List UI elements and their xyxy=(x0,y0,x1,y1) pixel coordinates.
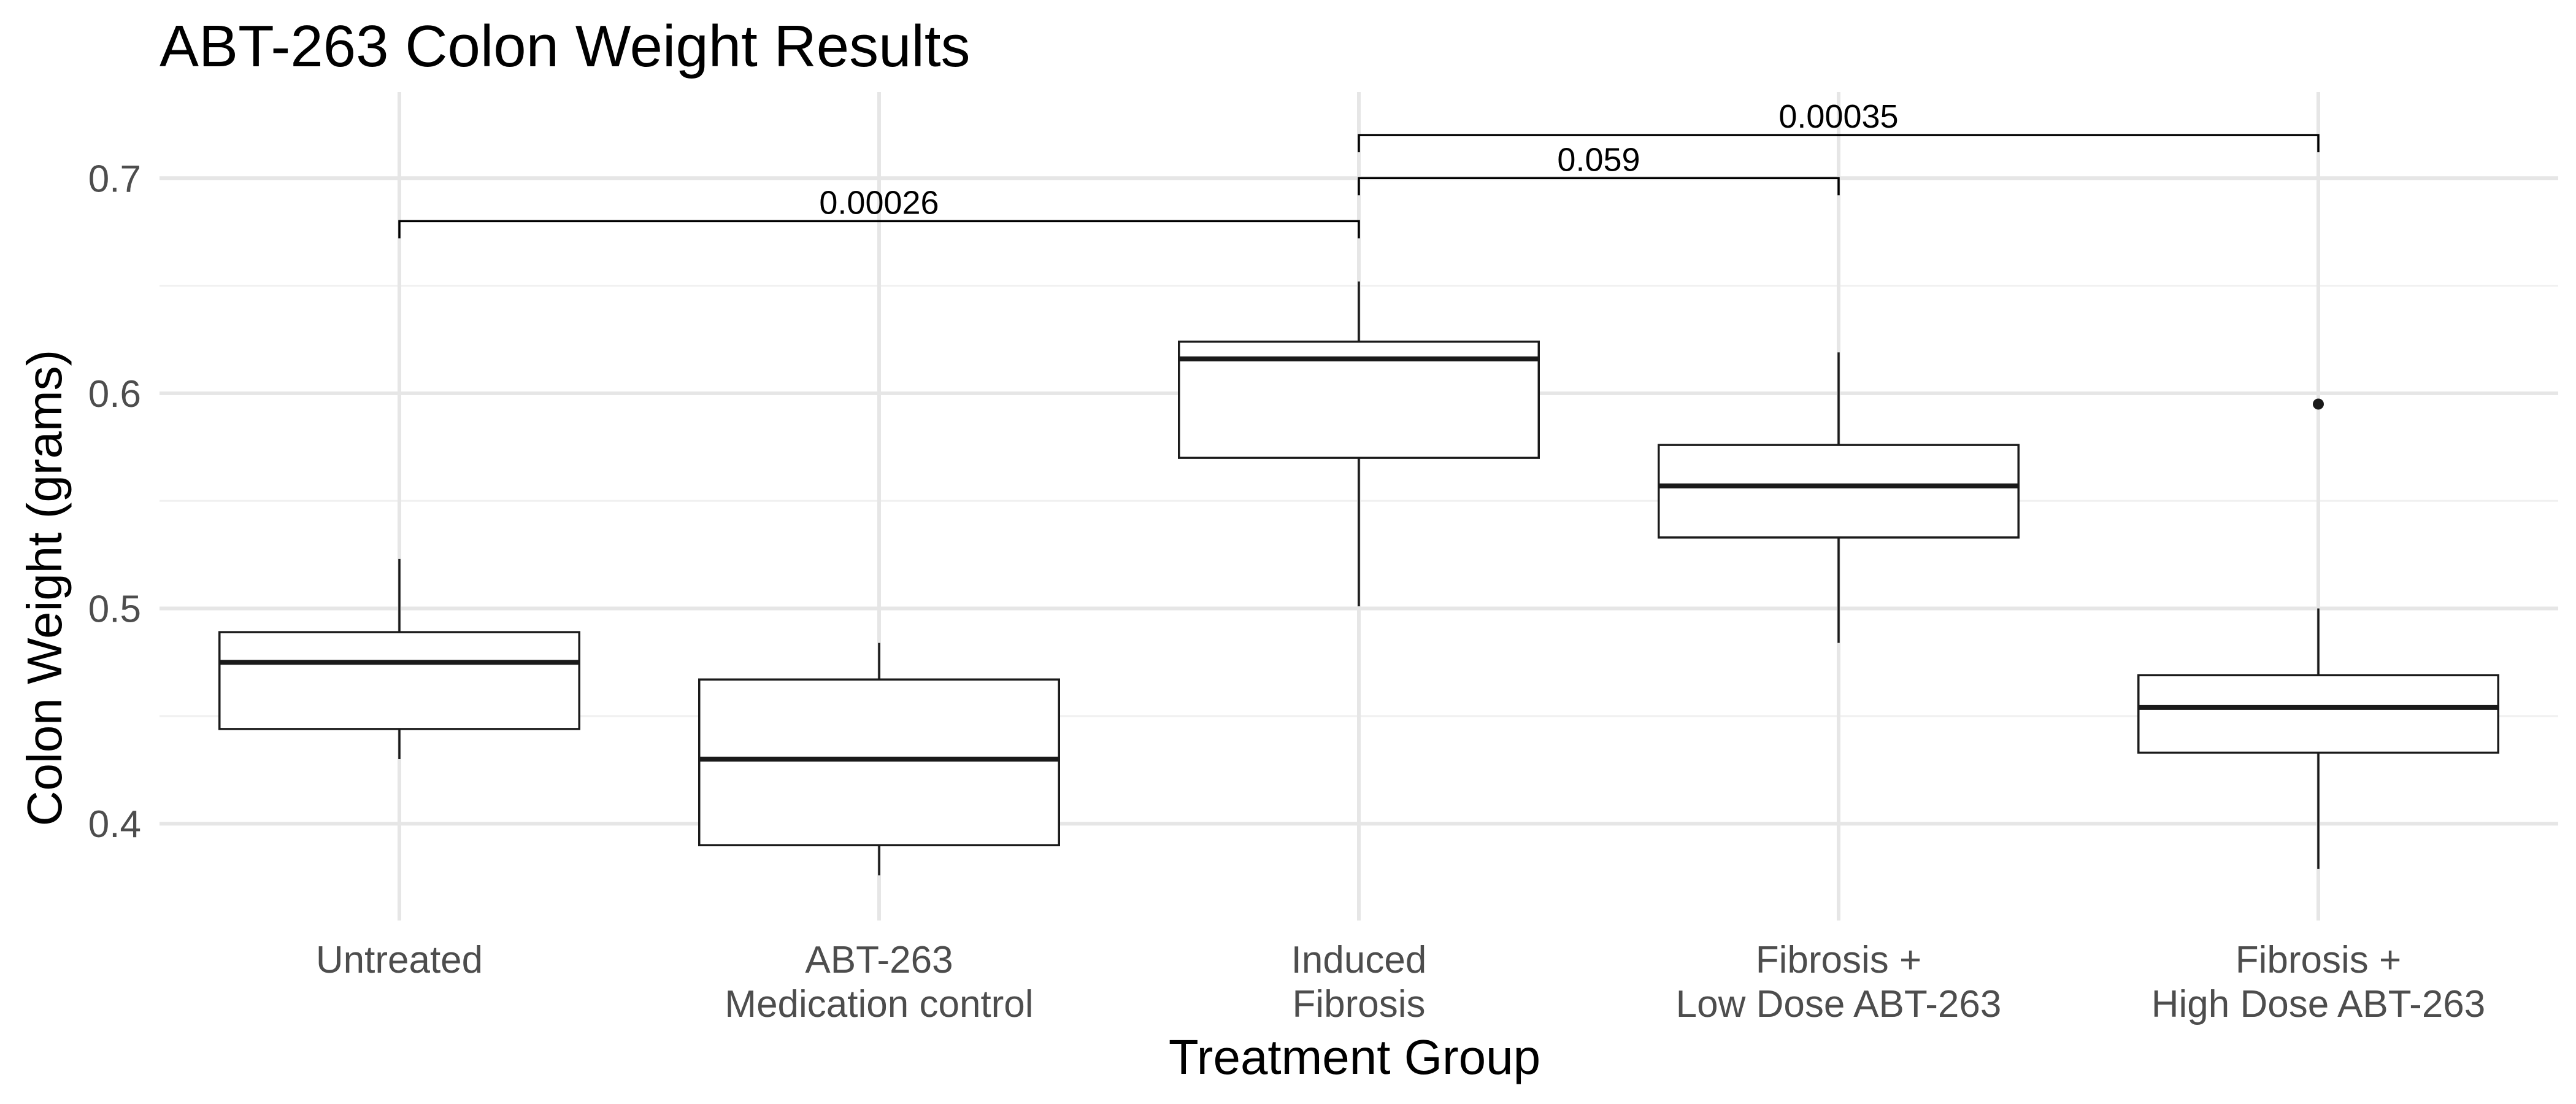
bracket-line xyxy=(1358,177,1840,196)
outlier-point xyxy=(2313,398,2324,410)
box-group xyxy=(218,558,580,760)
y-axis-ticks: 0.4 0.5 0.6 0.7 xyxy=(88,158,141,846)
box-iqr xyxy=(218,631,580,730)
x-axis-title: Treatment Group xyxy=(1169,1030,1540,1084)
chart-title: ABT-263 Colon Weight Results xyxy=(160,14,971,79)
box-iqr xyxy=(1658,444,2020,539)
x-tick-label: High Dose ABT-263 xyxy=(2151,983,2486,1025)
box-group xyxy=(2137,398,2499,869)
x-tick-label: Medication control xyxy=(725,983,1033,1025)
bracket-line xyxy=(1358,134,2320,153)
comparison-bracket: 0.059 xyxy=(1358,141,1840,196)
boxes xyxy=(218,281,2499,876)
x-tick-label: Low Dose ABT-263 xyxy=(1676,983,2002,1025)
box-group xyxy=(1658,352,2020,643)
x-tick-label: Fibrosis + xyxy=(1756,939,1921,981)
comparison-bracket: 0.00035 xyxy=(1358,98,2320,153)
p-value-label: 0.00026 xyxy=(819,184,939,221)
p-value-label: 0.00035 xyxy=(1778,98,1898,135)
y-tick-label: 0.5 xyxy=(88,589,141,631)
x-tick-label: Induced xyxy=(1291,939,1427,981)
p-value-label: 0.059 xyxy=(1557,141,1640,178)
comparison-bracket: 0.00026 xyxy=(398,184,1360,239)
box-iqr xyxy=(698,678,1060,847)
bracket-line xyxy=(398,220,1360,239)
significance-brackets: 0.00026 0.059 0.00035 xyxy=(398,98,2320,239)
y-axis-title: Colon Weight (grams) xyxy=(17,350,72,827)
y-tick-label: 0.6 xyxy=(88,373,141,415)
y-tick-label: 0.4 xyxy=(88,803,141,846)
y-tick-label: 0.7 xyxy=(88,158,141,200)
box-iqr xyxy=(2137,674,2499,754)
box-group xyxy=(698,643,1060,876)
box-group xyxy=(1178,281,1540,607)
x-tick-label: ABT-263 xyxy=(805,939,953,981)
x-tick-label: Fibrosis + xyxy=(2236,939,2401,981)
x-tick-label: Fibrosis xyxy=(1292,983,1425,1025)
x-tick-label: Untreated xyxy=(316,939,483,981)
